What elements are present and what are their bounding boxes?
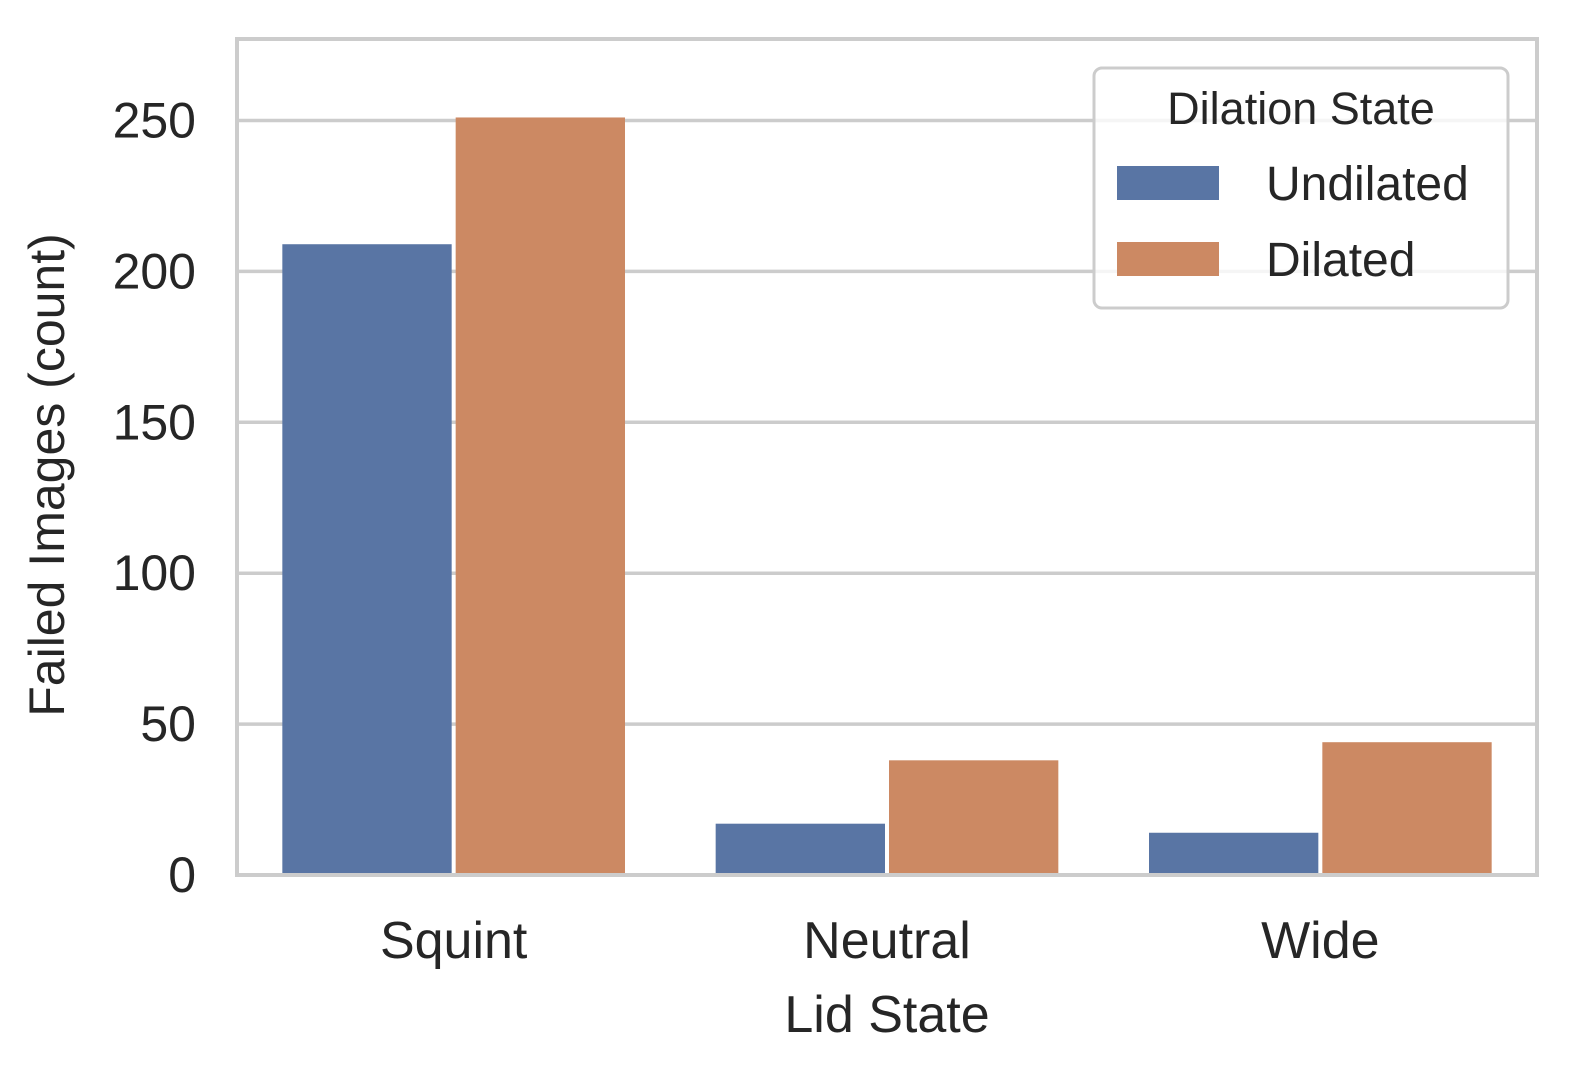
x-axis-label: Lid State [784,986,989,1044]
bars [282,117,1492,874]
legend-label-undilated: Undilated [1266,158,1469,211]
x-tick-label: Squint [380,912,528,970]
x-tick-label: Neutral [803,912,971,970]
plot-frame [235,37,1539,877]
bar-undilated-neutral [715,823,885,873]
y-tick-label: 250 [113,92,196,148]
bar-dilated-neutral [889,760,1059,873]
y-tick-label: 200 [113,243,196,299]
legend-items: Undilated Dilated [1117,158,1469,287]
legend: Dilation State Undilated Dilated [1092,66,1510,310]
bar-dilated-wide [1322,742,1492,873]
x-tick-labels: Squint Neutral Wide [380,912,1380,970]
x-tick-label: Wide [1261,912,1379,970]
legend-title: Dilation State [1167,83,1435,134]
legend-swatch-undilated [1117,166,1219,200]
bar-undilated-wide [1149,832,1319,873]
y-tick-label: 100 [113,545,196,601]
y-tick-labels: 0 50 100 150 200 250 [113,92,196,903]
bar-undilated-squint [282,244,452,874]
y-tick-label: 150 [113,394,196,450]
y-tick-label: 50 [140,696,196,752]
legend-label-dilated: Dilated [1266,234,1415,287]
y-axis-label: Failed Images (count) [19,233,75,717]
legend-swatch-dilated [1117,242,1219,276]
bar-dilated-squint [455,117,625,874]
y-tick-label: 0 [168,847,196,903]
